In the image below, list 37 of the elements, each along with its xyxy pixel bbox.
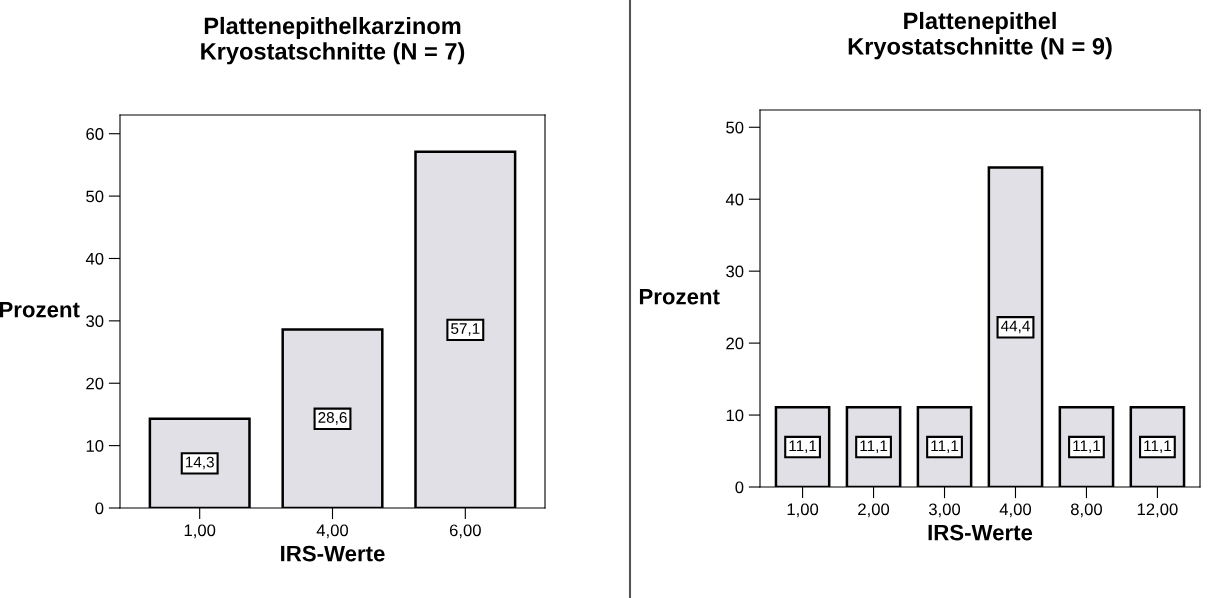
data-label: 11,1	[1144, 440, 1171, 453]
data-label: 28,6	[318, 412, 347, 425]
x-axis-title: IRS-Werte	[281, 545, 385, 562]
x-tick-label: 3,00	[928, 503, 961, 518]
y-tick-label: 0	[95, 502, 104, 515]
y-tick-label: 30	[86, 315, 104, 328]
x-tick-label: 1,00	[787, 503, 819, 518]
x-tick-label: 2,00	[858, 503, 890, 518]
x-tick-label: 6,00	[449, 524, 481, 539]
x-tick-label: 8,00	[1070, 503, 1103, 518]
y-tick-label: 20	[86, 377, 104, 390]
data-label: 11,1	[860, 440, 888, 453]
data-label: 11,1	[1073, 440, 1101, 453]
y-tick-label: 20	[726, 337, 744, 350]
y-tick-label: 50	[726, 121, 744, 134]
y-tick-label: 30	[726, 265, 744, 278]
y-tick-label: 10	[86, 440, 104, 452]
x-tick-label: 12,00	[1137, 503, 1178, 518]
chart-title: Plattenepithel Kryostatschnitte (N = 9)	[848, 11, 1112, 60]
data-label: 44,4	[1000, 320, 1030, 334]
y-tick-label: 0	[735, 481, 744, 494]
x-tick-label: 4,00	[999, 503, 1032, 518]
data-label: 14,3	[185, 456, 214, 470]
y-axis-title: Prozent	[0, 301, 80, 318]
x-axis-title: IRS-Werte	[928, 524, 1033, 541]
chart-title: Plattenepithelkarzinom Kryostatschnitte (N = 7)	[201, 16, 465, 65]
x-tick-label: 1,00	[184, 524, 216, 539]
data-label: 11,1	[931, 440, 959, 453]
y-axis-title: Prozent	[639, 288, 720, 305]
y-tick-label: 40	[725, 193, 744, 206]
y-tick-label: 50	[86, 190, 104, 203]
y-tick-label: 60	[86, 128, 104, 140]
data-label: 57,1	[451, 323, 480, 336]
y-tick-label: 40	[85, 252, 104, 265]
x-tick-label: 4,00	[316, 524, 349, 539]
y-tick-label: 10	[726, 409, 744, 422]
data-label: 11,1	[789, 440, 817, 453]
